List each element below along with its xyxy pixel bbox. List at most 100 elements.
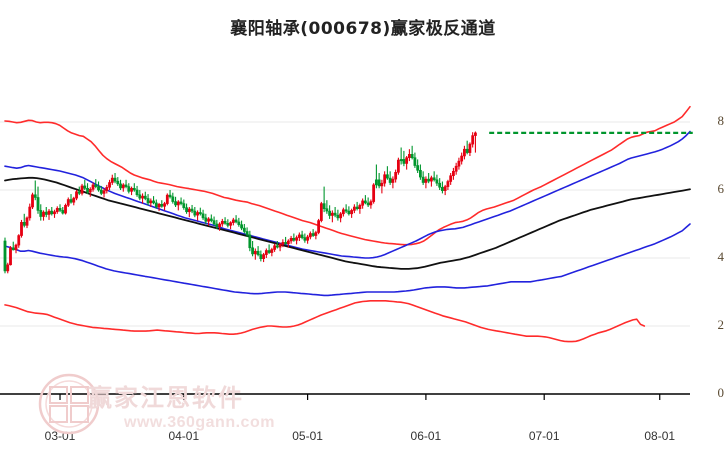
candle-body [223, 220, 227, 224]
candle-body [339, 213, 343, 219]
candle-body [350, 210, 354, 215]
candle-body [80, 185, 84, 194]
candle-body [193, 210, 197, 216]
candle-body [77, 191, 81, 194]
candle-body [179, 201, 183, 204]
candle-body [303, 237, 307, 241]
y-axis-tick-label: 0 [717, 385, 725, 400]
candle-body [234, 219, 238, 223]
candle-body [168, 194, 172, 198]
candle-body [185, 207, 188, 213]
candle-body [218, 223, 221, 228]
candle-body [72, 197, 76, 203]
candle-body [253, 250, 257, 255]
x-axis-tick-label: 04-01 [168, 429, 200, 443]
candle-body [146, 198, 150, 204]
candle-body [212, 220, 216, 225]
candle-body [413, 157, 417, 166]
candle-body [9, 247, 12, 266]
candle-body [399, 159, 403, 162]
candle-body [237, 221, 241, 225]
candle-body [105, 186, 109, 191]
candle-body [278, 244, 282, 248]
candle-body [347, 210, 351, 215]
x-axis-tick-label: 06-01 [410, 429, 442, 443]
candle-body [446, 181, 450, 187]
candle-body [308, 233, 312, 238]
candle-body [394, 172, 398, 180]
band-line [4, 130, 691, 259]
candle-body [143, 195, 147, 199]
candle-body [138, 194, 142, 199]
candle-body [31, 194, 34, 208]
candle-body [44, 211, 48, 215]
candle-body [154, 202, 158, 208]
candle-body [410, 154, 414, 159]
candle-body [28, 206, 32, 219]
candle-body [47, 210, 51, 215]
candle-body [344, 209, 348, 212]
candle-body [102, 190, 106, 194]
band-line [4, 176, 691, 270]
band-line [4, 105, 691, 246]
candle-body [328, 210, 332, 216]
candle-body [190, 208, 194, 212]
candle-body [383, 174, 387, 184]
candle-body [454, 165, 458, 172]
candle-body [3, 240, 7, 272]
candle-body [220, 220, 224, 225]
candlestick-series [3, 131, 477, 274]
x-axis-tick-label: 07-01 [528, 429, 560, 443]
candle-body [275, 245, 279, 248]
candle-body [97, 186, 100, 191]
candle-body [300, 234, 304, 238]
candle-body [207, 218, 210, 222]
candle-body [130, 188, 133, 192]
candle-body [204, 217, 208, 222]
candle-body [196, 212, 199, 216]
candle-body [311, 233, 315, 236]
candle-body [385, 174, 389, 179]
candle-body [226, 223, 230, 226]
candle-body [201, 213, 205, 219]
candle-body [251, 247, 254, 255]
candle-body [39, 210, 43, 217]
candle-body [94, 184, 98, 187]
candle-body [182, 203, 186, 208]
candle-body [17, 235, 21, 246]
candle-body [165, 194, 169, 204]
candle-body [336, 214, 340, 219]
candle-body [242, 227, 246, 232]
candle-body [430, 177, 433, 182]
candle-body [441, 186, 444, 191]
candle-body [452, 171, 455, 177]
candle-body [341, 209, 345, 215]
candle-body [262, 254, 265, 259]
candle-body [259, 254, 263, 259]
candle-body [314, 232, 318, 236]
x-axis-tick-label: 03-01 [44, 429, 76, 443]
candle-body [124, 184, 128, 187]
candle-body [229, 222, 232, 226]
candle-body [152, 200, 155, 204]
candle-body [240, 224, 243, 229]
candle-body [149, 200, 153, 204]
candle-body [355, 206, 359, 209]
candle-body [187, 208, 191, 213]
candle-body [419, 169, 422, 178]
candle-body [36, 197, 40, 211]
candle-body [468, 143, 472, 153]
candle-body [474, 132, 477, 136]
candle-body [297, 234, 301, 238]
candle-body [119, 183, 122, 189]
candle-body [135, 189, 139, 196]
candle-body [157, 203, 161, 208]
candle-body [443, 186, 447, 191]
candle-body [42, 211, 45, 217]
candle-body [174, 201, 177, 206]
candle-body [116, 180, 120, 185]
candle-body [33, 194, 37, 198]
candle-body [396, 159, 400, 173]
candle-body [176, 201, 180, 206]
